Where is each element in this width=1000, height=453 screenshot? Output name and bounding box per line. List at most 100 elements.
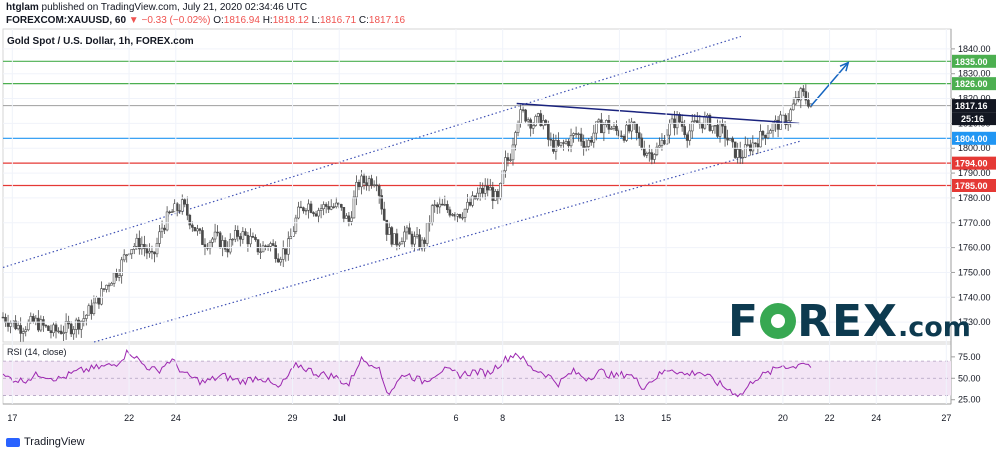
last-price-tag: 1817.16 <box>955 101 988 111</box>
candle-body <box>791 103 795 111</box>
candle-body <box>718 123 722 137</box>
candle-body <box>110 283 113 286</box>
candle-body <box>451 214 454 216</box>
candle-body <box>408 227 411 235</box>
candle-body <box>355 181 358 198</box>
candle-body <box>776 119 780 130</box>
candle-body <box>186 203 189 216</box>
candle-body <box>635 123 638 133</box>
candle-body <box>716 124 719 137</box>
close-value: 1817.16 <box>368 15 406 26</box>
candle-body <box>627 124 631 132</box>
candle-body <box>9 322 12 327</box>
candle-body <box>509 159 512 161</box>
candle-body <box>69 323 73 335</box>
candle-body <box>183 199 187 205</box>
candle-body <box>112 272 116 284</box>
candle-body <box>299 206 303 209</box>
candle-body <box>249 236 252 245</box>
candle-body <box>244 231 247 236</box>
countdown-tag: 25:16 <box>961 114 984 124</box>
candle-body <box>125 254 129 256</box>
candle-body <box>223 240 227 250</box>
time-axis[interactable]: 17 22 24 29 Jul 6 8 13 15 20 22 24 27 <box>7 29 951 423</box>
candle-body <box>438 203 442 208</box>
candle-body <box>54 324 58 332</box>
candle-body <box>395 233 399 246</box>
price-chart[interactable]: 1730.001740.001750.001760.001770.001780.… <box>0 0 1000 432</box>
candle-body <box>52 324 55 334</box>
candle-body <box>713 124 717 127</box>
price-axis[interactable]: 1730.00 1740.00 1750.00 1760.00 1770.00 1780.… <box>3 44 991 327</box>
candle-body <box>158 231 161 244</box>
candle-body <box>269 243 272 247</box>
candle-body <box>514 132 517 146</box>
candle-body <box>175 203 179 211</box>
candle-body <box>372 184 376 186</box>
candle-body <box>130 249 134 255</box>
candle-body <box>569 134 573 147</box>
candle-body <box>648 152 651 154</box>
candle-body <box>544 120 548 125</box>
candle-body <box>155 243 159 255</box>
candle-body <box>352 196 356 219</box>
candle-body <box>97 297 101 305</box>
candle-body <box>145 248 149 254</box>
candle-body <box>595 121 598 134</box>
candle-body <box>764 134 767 139</box>
candle-body <box>367 178 371 186</box>
candle-body <box>77 319 81 330</box>
candle-body <box>239 236 242 240</box>
tradingview-logo[interactable]: TradingView <box>6 436 85 448</box>
rsi-series-line <box>2 349 812 398</box>
candle-body <box>731 138 734 143</box>
candle-body <box>443 204 447 206</box>
candle-body <box>16 325 20 330</box>
candle-body <box>488 187 492 191</box>
candle-body <box>425 222 429 244</box>
price-tick-label: 1790.00 <box>958 168 991 178</box>
candle-body <box>95 297 98 304</box>
candle-body <box>387 227 391 235</box>
candle-body <box>463 208 467 218</box>
candle-body <box>754 142 757 145</box>
candle-body <box>403 231 406 242</box>
candle-body <box>559 142 563 146</box>
candle-body <box>201 230 204 245</box>
candle-body <box>766 132 770 139</box>
candle-body <box>456 214 459 217</box>
candle-body <box>163 227 166 231</box>
candle-body <box>218 232 222 249</box>
candle-body <box>607 120 611 130</box>
author-name[interactable]: htglam <box>6 2 39 13</box>
candle-body <box>115 272 118 278</box>
rsi-axis[interactable]: 25.00 50.00 75.00 <box>951 352 981 405</box>
candle-body <box>784 115 787 126</box>
candle-body <box>728 138 732 141</box>
price-change: ▼ −0.33 (−0.02%) <box>128 15 211 26</box>
candle-body <box>216 231 219 234</box>
candle-body <box>302 207 305 212</box>
candle-body <box>284 248 288 255</box>
candle-body <box>499 183 502 199</box>
candle-body <box>342 207 346 219</box>
channel <box>2 35 802 343</box>
candle-body <box>231 238 235 241</box>
candle-body <box>153 251 156 255</box>
candle-body <box>281 248 285 260</box>
candle-body <box>72 329 75 335</box>
candle-body <box>122 254 126 261</box>
candle-body <box>286 238 290 255</box>
candle-body <box>188 214 192 226</box>
candle-body <box>789 109 793 121</box>
candle-body <box>711 125 714 131</box>
open-label: O: <box>213 15 224 26</box>
candle-body <box>64 321 68 333</box>
candle-body <box>743 144 747 158</box>
candle-body <box>741 156 745 159</box>
candle-body <box>400 241 404 245</box>
candle-body <box>276 258 280 263</box>
candle-body <box>446 204 449 211</box>
time-tick-label: 17 <box>7 413 17 423</box>
last-price-tag-bg <box>952 99 996 113</box>
